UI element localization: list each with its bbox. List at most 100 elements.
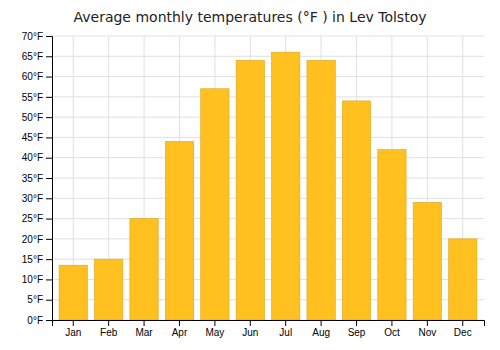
tick: 60°F <box>22 71 52 82</box>
tick-label: 60°F <box>22 71 43 82</box>
tick-label: Feb <box>100 327 118 338</box>
tick-mark <box>179 320 180 326</box>
tick-label: May <box>205 327 224 338</box>
tick-mark <box>250 320 251 326</box>
bar <box>59 265 87 320</box>
bar <box>272 52 300 320</box>
tick: Dec <box>454 320 472 338</box>
grid-line <box>52 36 484 37</box>
tick: 35°F <box>22 173 52 184</box>
grid-line <box>52 198 484 199</box>
bar <box>201 89 229 320</box>
tick-label: 5°F <box>27 294 43 305</box>
tick: Jan <box>65 320 81 338</box>
axis-line <box>53 321 485 327</box>
tick-label: 35°F <box>22 173 43 184</box>
tick-label: Jun <box>242 327 258 338</box>
tick: 10°F <box>22 274 52 285</box>
bar <box>378 150 406 320</box>
tick-mark <box>46 279 52 280</box>
grid-line <box>52 137 484 138</box>
grid-line <box>52 76 484 77</box>
tick-label: Jan <box>65 327 81 338</box>
tick-mark <box>356 320 357 326</box>
tick: 5°F <box>27 294 52 305</box>
axis-line <box>46 37 53 321</box>
tick-mark <box>46 320 52 321</box>
tick: Feb <box>100 320 118 338</box>
tick-mark <box>214 320 215 326</box>
tick-mark <box>427 320 428 326</box>
tick-mark <box>46 219 52 220</box>
title: Average monthly temperatures (°F ) in Le… <box>73 9 426 25</box>
tick-mark <box>46 300 52 301</box>
tick: 65°F <box>22 51 52 62</box>
tick-label: Aug <box>312 327 330 338</box>
plot: Jan Feb Mar Apr May Jun Jul Aug Sep Oct Nov Dec 0°F 5… <box>22 31 485 338</box>
tick-label: Sep <box>348 327 366 338</box>
tick-mark <box>46 178 52 179</box>
tick-mark <box>46 158 52 159</box>
grid-line <box>52 157 484 158</box>
chart: Jan Feb Mar Apr May Jun Jul Aug Sep Oct Nov Dec 0°F 5… <box>0 0 500 350</box>
tick-label: 40°F <box>22 152 43 163</box>
tick-label: Nov <box>418 327 436 338</box>
tick: Sep <box>348 320 366 338</box>
bar <box>236 60 264 320</box>
tick: Nov <box>418 320 436 338</box>
bar <box>342 101 370 320</box>
tick: 30°F <box>22 193 52 204</box>
tick-mark <box>108 320 109 326</box>
tick: 0°F <box>27 315 52 326</box>
tick-label: 30°F <box>22 193 43 204</box>
tick: 70°F <box>22 31 52 42</box>
tick-label: Dec <box>454 327 472 338</box>
tick-mark <box>46 117 52 118</box>
tick: 55°F <box>22 92 52 103</box>
tick-label: 50°F <box>22 112 43 123</box>
tick-mark <box>321 320 322 326</box>
bar <box>449 239 477 320</box>
tick-label: 25°F <box>22 213 43 224</box>
grid-line <box>52 56 484 57</box>
tick: Oct <box>384 320 400 338</box>
tick: 50°F <box>22 112 52 123</box>
tick-label: 0°F <box>27 315 43 326</box>
tick-mark <box>46 239 52 240</box>
tick-mark <box>46 259 52 260</box>
tick: Jul <box>279 320 292 338</box>
tick-label: Apr <box>172 327 188 338</box>
grid-line <box>52 117 484 118</box>
bar <box>130 219 158 320</box>
tick-label: Mar <box>135 327 153 338</box>
tick-label: Oct <box>384 327 400 338</box>
tick-label: 10°F <box>22 274 43 285</box>
tick: Apr <box>172 320 188 338</box>
tick-mark <box>46 198 52 199</box>
tick-label: 70°F <box>22 31 43 42</box>
tick-mark <box>46 97 52 98</box>
tick-mark <box>73 320 74 326</box>
tick-mark <box>144 320 145 326</box>
grid <box>52 36 484 320</box>
tick-label: 65°F <box>22 51 43 62</box>
tick: 20°F <box>22 234 52 245</box>
tick: Aug <box>312 320 330 338</box>
tick-mark <box>46 137 52 138</box>
tick: 45°F <box>22 132 52 143</box>
bar <box>94 259 122 320</box>
tick-mark <box>462 320 463 326</box>
bar <box>413 202 441 320</box>
tick: 25°F <box>22 213 52 224</box>
tick: 40°F <box>22 152 52 163</box>
bar <box>307 60 335 320</box>
tick-mark <box>46 36 52 37</box>
y-axis: 0°F 5°F 10°F 15°F 20°F 25°F 30°F 35°F 40°F 45°F 50… <box>22 31 53 326</box>
tick: 15°F <box>22 254 52 265</box>
tick-label: 55°F <box>22 92 43 103</box>
chart-container: Jan Feb Mar Apr May Jun Jul Aug Sep Oct Nov Dec 0°F 5… <box>0 0 500 350</box>
tick-mark <box>391 320 392 326</box>
tick-mark <box>285 320 286 326</box>
tick-label: Jul <box>279 327 292 338</box>
tick-label: 45°F <box>22 132 43 143</box>
